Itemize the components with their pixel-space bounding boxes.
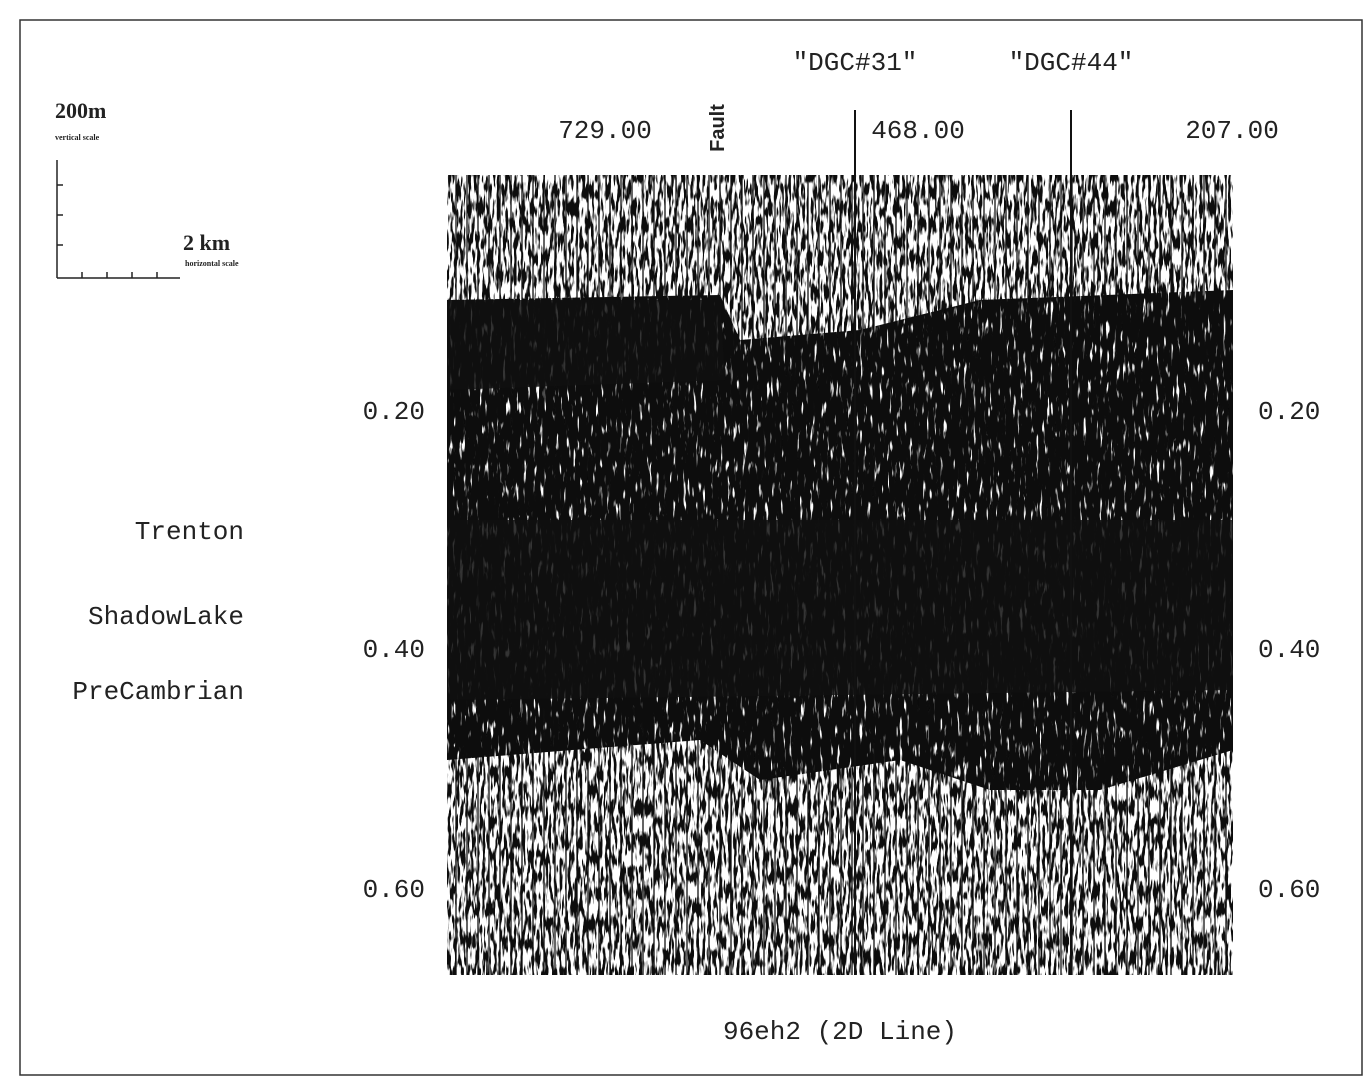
seismic-section [447,175,1233,975]
horizon-label: Trenton [135,517,244,547]
horizon-label: ShadowLake [88,602,244,632]
well-label: "DGC#44" [1009,48,1134,78]
trace-label: 729.00 [558,116,652,146]
scale-bar [56,160,180,279]
horizontal-scale: 2 km [183,230,230,255]
time-label: 0.60 [1258,875,1320,905]
vertical-scale: 200m [55,98,106,123]
horizontal-scale-caption: horizontal scale [185,259,239,268]
time-label: 0.20 [363,397,425,427]
trace-label: 468.00 [871,116,965,146]
time-label: 0.60 [363,875,425,905]
fault-label: Fault [707,104,729,152]
vertical-scale-caption: vertical scale [55,133,100,142]
time-label: 0.40 [363,635,425,665]
horizon-label: PreCambrian [72,677,244,707]
trace-label: 207.00 [1185,116,1279,146]
frame [19,19,1363,1076]
time-label: 0.40 [1258,635,1320,665]
well-label: "DGC#31" [793,48,918,78]
caption: 96eh2 (2D Line) [723,1017,957,1047]
time-label: 0.20 [1258,397,1320,427]
